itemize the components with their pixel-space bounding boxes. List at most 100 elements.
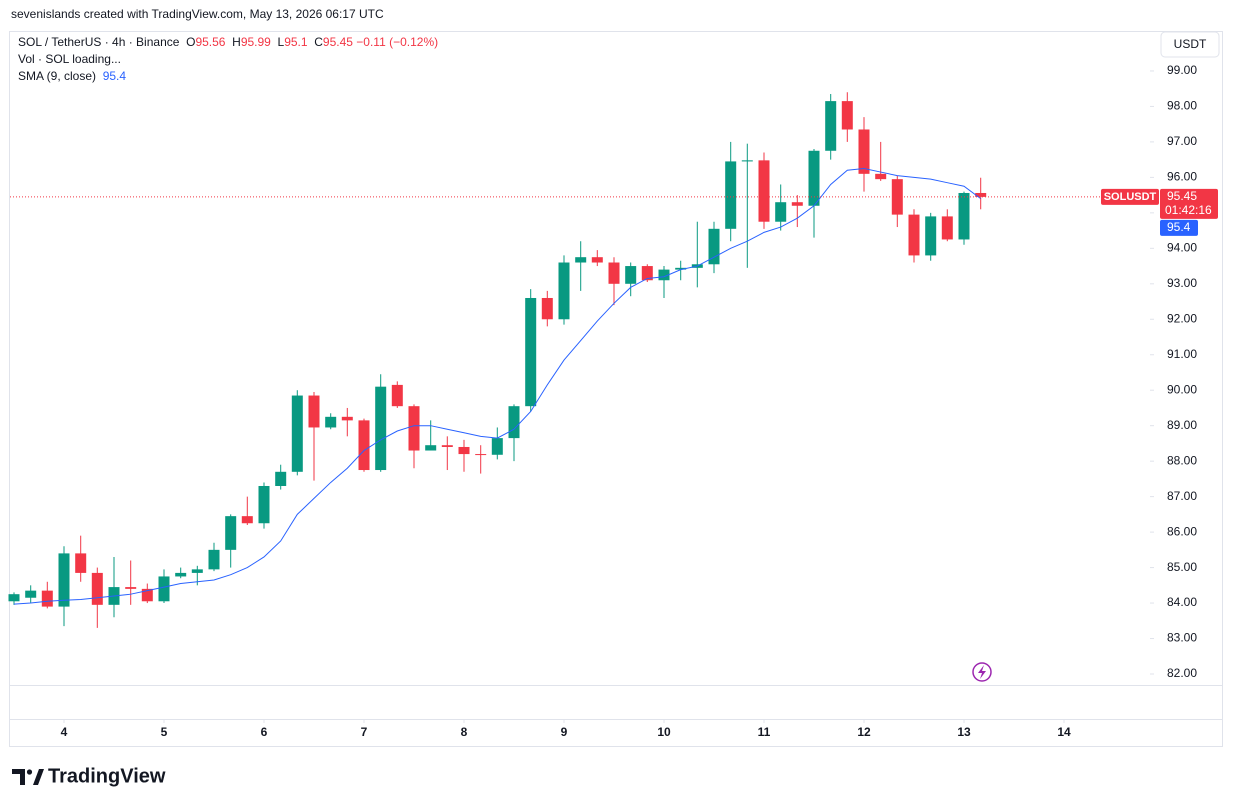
price-tag bbox=[1160, 188, 1218, 219]
candle-body bbox=[291, 395, 303, 472]
y-tick-label: 88.00 bbox=[1167, 453, 1197, 467]
candle-body bbox=[591, 257, 603, 263]
ohlc-value: 95.1 bbox=[284, 35, 308, 49]
candle-body bbox=[841, 101, 853, 130]
candle-body bbox=[941, 216, 953, 240]
ohlc-value: 95.45 bbox=[322, 35, 353, 49]
candle-body bbox=[308, 395, 320, 428]
y-tick-label: 84.00 bbox=[1167, 595, 1197, 609]
candle-body bbox=[525, 297, 537, 407]
candle-body bbox=[191, 569, 203, 573]
ohlc-label: H bbox=[232, 35, 241, 49]
candle-body bbox=[625, 266, 637, 284]
candle-body bbox=[25, 590, 37, 598]
attribution: sevenislands created with TradingView.co… bbox=[11, 7, 384, 21]
x-tick-label: 10 bbox=[657, 725, 671, 739]
y-tick-label: 83.00 bbox=[1167, 631, 1197, 645]
candle-body bbox=[775, 202, 787, 222]
y-tick-label: 97.00 bbox=[1167, 134, 1197, 148]
currency-button[interactable] bbox=[1160, 31, 1220, 58]
candle-body bbox=[141, 588, 153, 602]
y-tick-label: 98.00 bbox=[1167, 99, 1197, 113]
candle-body bbox=[891, 179, 903, 215]
brand: TradingView bbox=[48, 765, 166, 787]
candle-body bbox=[541, 297, 553, 320]
sma-name: SMA (9, close) bbox=[18, 69, 97, 83]
x-tick-label: 13 bbox=[957, 725, 971, 739]
chart-frame bbox=[9, 31, 1223, 747]
sma-line bbox=[13, 168, 981, 605]
candle-body bbox=[875, 173, 887, 180]
y-tick-label: 93.00 bbox=[1167, 276, 1197, 290]
candle-body bbox=[258, 485, 270, 524]
countdown: 01:42:16 bbox=[1165, 203, 1212, 217]
x-tick-label: 7 bbox=[361, 725, 368, 739]
brand-logo bbox=[12, 769, 44, 785]
candle-body bbox=[491, 438, 503, 455]
y-tick-label: 92.00 bbox=[1167, 311, 1197, 325]
candle-body bbox=[41, 590, 53, 607]
candle-body bbox=[641, 266, 653, 281]
candle-body bbox=[275, 471, 287, 486]
event-icon[interactable] bbox=[972, 662, 992, 682]
ohlc-label: O bbox=[186, 35, 196, 49]
candle-body bbox=[125, 587, 137, 589]
y-tick-label: 87.00 bbox=[1167, 489, 1197, 503]
candle-body bbox=[341, 416, 353, 421]
sma-tag-label: 95.4 bbox=[1167, 220, 1191, 234]
candle-body bbox=[575, 257, 587, 263]
candle-body bbox=[758, 160, 770, 222]
x-tick-label: 5 bbox=[161, 725, 168, 739]
sma-tag bbox=[1160, 219, 1198, 236]
y-tick-label: 94.00 bbox=[1167, 240, 1197, 254]
candle-body bbox=[608, 262, 620, 284]
symbol-tag-label: SOLUSDT bbox=[1104, 191, 1157, 203]
x-tick-label: 11 bbox=[758, 725, 771, 739]
candle-body bbox=[558, 262, 570, 320]
y-tick-label: 89.00 bbox=[1167, 418, 1197, 432]
candle-body bbox=[825, 101, 837, 151]
x-tick-label: 12 bbox=[857, 725, 871, 739]
x-tick-label: 9 bbox=[561, 725, 568, 739]
sma-legend: SMA (9, close) 95.4 bbox=[18, 69, 126, 83]
candle-body bbox=[808, 150, 820, 206]
candle-body bbox=[241, 516, 253, 524]
symbol-tag bbox=[1101, 188, 1159, 205]
candle-body bbox=[358, 420, 370, 471]
candle-body bbox=[75, 553, 87, 573]
volume-legend: Vol · SOL loading... bbox=[18, 52, 121, 66]
symbol-legend: SOL / TetherUS · 4h · Binance O95.56 H95… bbox=[18, 35, 438, 49]
candle-body bbox=[658, 269, 670, 281]
y-tick-label: 85.00 bbox=[1167, 560, 1197, 574]
candle-body bbox=[975, 192, 987, 197]
candle-body bbox=[508, 406, 520, 439]
candle-body bbox=[858, 129, 870, 174]
candle-body bbox=[441, 445, 453, 447]
y-tick-label: 99.00 bbox=[1167, 63, 1197, 77]
candle-body bbox=[675, 267, 687, 270]
candle-body bbox=[741, 160, 753, 162]
candle-body bbox=[325, 416, 337, 428]
candle-body bbox=[908, 214, 920, 256]
candle-body bbox=[158, 576, 170, 602]
candle-body bbox=[725, 161, 737, 229]
candle-body bbox=[475, 454, 487, 456]
price-tag-label: 95.45 bbox=[1167, 189, 1197, 203]
change: −0.11 (−0.12%) bbox=[356, 35, 439, 49]
candle-body bbox=[925, 216, 937, 256]
y-tick-label: 86.00 bbox=[1167, 524, 1197, 538]
ohlc-value: 95.56 bbox=[195, 35, 226, 49]
candle-body bbox=[791, 202, 803, 206]
candle-body bbox=[175, 572, 187, 577]
candle-body bbox=[58, 553, 70, 607]
ohlc-value: 95.99 bbox=[240, 35, 271, 49]
symbol-title: SOL / TetherUS · 4h · Binance bbox=[18, 35, 180, 49]
candle-body bbox=[391, 384, 403, 407]
event-icon-bolt bbox=[978, 665, 986, 679]
candle-body bbox=[8, 594, 20, 602]
currency-label: USDT bbox=[1174, 37, 1207, 51]
x-tick-label: 4 bbox=[61, 725, 68, 739]
y-tick-label: 90.00 bbox=[1167, 382, 1197, 396]
candle-body bbox=[208, 549, 220, 570]
